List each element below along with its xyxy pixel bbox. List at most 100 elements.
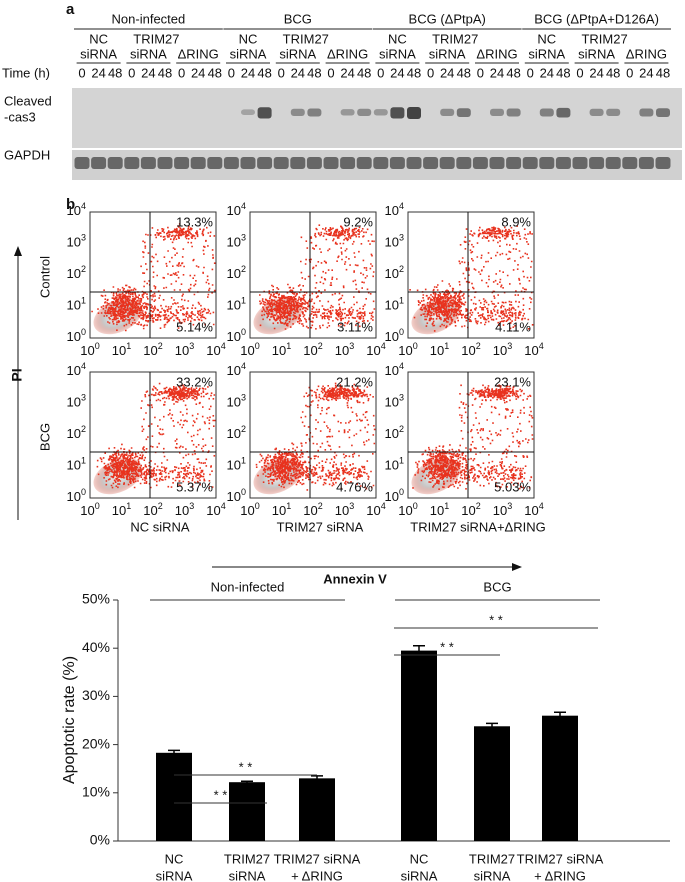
subgroup-label: TRIM27	[283, 31, 329, 46]
tick-exponent: 3	[189, 341, 194, 351]
tick-exponent: 1	[399, 296, 404, 306]
subgroup-label: siRNA	[230, 46, 267, 61]
axis-tick-label: 104	[385, 361, 404, 378]
x-tick-label: NC	[410, 851, 429, 866]
axis-tick-label: 103	[385, 233, 404, 250]
band	[290, 157, 306, 169]
tick-exponent: 4	[241, 361, 246, 371]
y-tick-label: 10%	[82, 784, 110, 800]
band	[373, 109, 388, 116]
subgroup-label: siRNA	[80, 46, 117, 61]
axis-tick-label: 104	[227, 361, 246, 378]
quadrant-percent: 9.2%	[343, 214, 373, 229]
band	[241, 109, 255, 115]
tick-base: 10	[385, 363, 399, 378]
error-bar	[486, 722, 498, 730]
tick-base: 10	[430, 503, 444, 518]
tick-base: 10	[206, 343, 220, 358]
bar	[401, 650, 437, 841]
band	[356, 157, 372, 169]
time-label: 24	[540, 65, 554, 80]
axis-tick-label: 102	[385, 264, 404, 281]
band	[407, 107, 421, 119]
axis-tick-label: 102	[303, 341, 322, 358]
band	[406, 157, 422, 169]
tick-exponent: 2	[158, 501, 163, 511]
tick-exponent: 3	[399, 233, 404, 243]
blot-background	[72, 88, 682, 148]
band	[91, 157, 107, 169]
arrow-head	[14, 246, 22, 256]
axis-tick-label: 101	[430, 341, 449, 358]
subgroup-label: ΔRING	[626, 46, 667, 61]
band	[439, 157, 455, 169]
x-tick-label: TRIM27	[224, 851, 270, 866]
tick-exponent: 0	[241, 487, 246, 497]
tick-exponent: 2	[399, 424, 404, 434]
tick-exponent: 3	[241, 233, 246, 243]
tick-base: 10	[67, 395, 81, 410]
time-label: 24	[589, 65, 603, 80]
tick-exponent: 1	[241, 456, 246, 466]
tick-exponent: 2	[81, 264, 86, 274]
arrow-head	[512, 563, 522, 571]
tick-base: 10	[303, 503, 317, 518]
tick-exponent: 1	[444, 341, 449, 351]
band	[273, 157, 289, 169]
subgroup-label: TRIM27	[581, 31, 627, 46]
axis-tick-label: 100	[67, 327, 86, 344]
tick-exponent: 3	[507, 341, 512, 351]
axis-tick-label: 100	[240, 501, 259, 518]
time-label: 48	[158, 65, 172, 80]
band	[606, 108, 621, 116]
tick-exponent: 0	[81, 487, 86, 497]
band	[522, 157, 538, 169]
tick-exponent: 4	[241, 201, 246, 211]
band	[638, 157, 654, 169]
tick-base: 10	[206, 503, 220, 518]
axis-tick-label: 101	[227, 296, 246, 313]
time-label: 48	[407, 65, 421, 80]
tick-base: 10	[430, 343, 444, 358]
axis-tick-label: 102	[227, 264, 246, 281]
tick-exponent: 1	[126, 501, 131, 511]
tick-exponent: 1	[444, 501, 449, 511]
tick-exponent: 2	[81, 424, 86, 434]
tick-exponent: 3	[189, 501, 194, 511]
tick-exponent: 0	[255, 341, 260, 351]
tick-base: 10	[80, 503, 94, 518]
tick-exponent: 4	[81, 361, 86, 371]
tick-base: 10	[461, 503, 475, 518]
tick-base: 10	[67, 363, 81, 378]
events	[412, 384, 534, 490]
band	[140, 157, 156, 169]
x-tick-label: + ΔRING	[291, 868, 343, 882]
tick-exponent: 0	[255, 501, 260, 511]
time-label: 0	[477, 65, 484, 80]
tick-exponent: 3	[241, 393, 246, 403]
row-label: -cas3	[4, 109, 36, 124]
tick-base: 10	[227, 329, 241, 344]
band	[390, 107, 405, 119]
column-label: TRIM27 siRNA+ΔRING	[410, 519, 545, 534]
tick-base: 10	[227, 395, 241, 410]
subgroup-label: siRNA	[429, 46, 466, 61]
group-label: BCG (ΔPtpA+D126A)	[534, 11, 659, 26]
tick-base: 10	[385, 395, 399, 410]
flow-cytometry: 13.3%5.14%100100101101102102103103104104…	[9, 201, 546, 586]
axis-tick-label: 104	[524, 501, 543, 518]
band	[506, 157, 522, 169]
tick-base: 10	[67, 458, 81, 473]
tick-exponent: 3	[507, 501, 512, 511]
tick-exponent: 3	[81, 393, 86, 403]
tick-exponent: 3	[399, 393, 404, 403]
tick-base: 10	[240, 343, 254, 358]
band	[456, 157, 472, 169]
axis-tick-label: 102	[143, 501, 162, 518]
tick-base: 10	[67, 329, 81, 344]
axis-tick-label: 104	[385, 201, 404, 218]
subgroup-label: siRNA	[379, 46, 416, 61]
axis-tick-label: 101	[272, 341, 291, 358]
tick-base: 10	[143, 343, 157, 358]
